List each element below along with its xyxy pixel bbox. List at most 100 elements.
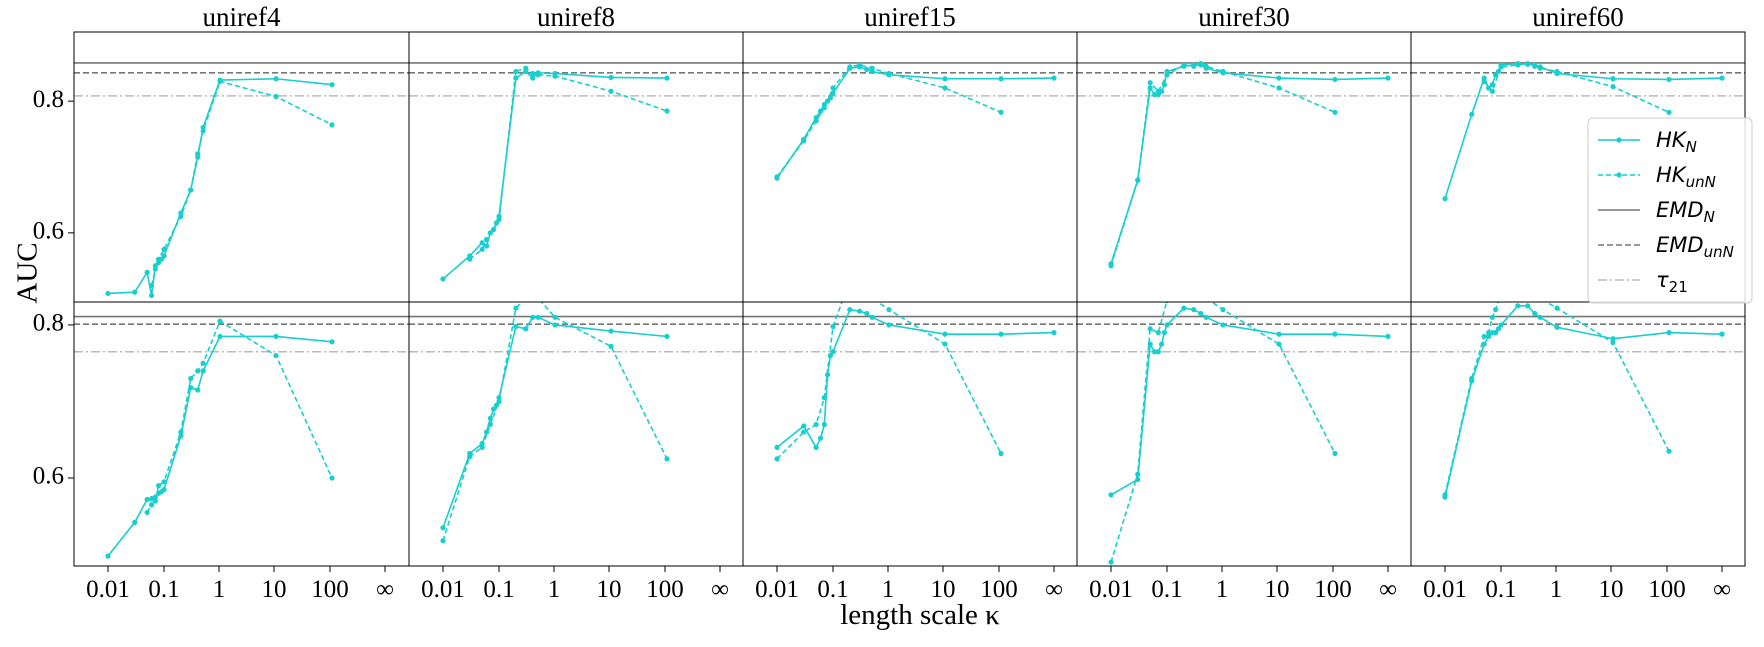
data-point xyxy=(144,269,150,275)
data-point xyxy=(513,323,519,330)
data-point xyxy=(483,236,490,243)
legend-label-base: τ xyxy=(1656,268,1669,292)
data-point xyxy=(1191,307,1197,313)
x-tick-label: 100 xyxy=(646,576,684,603)
data-point xyxy=(523,326,529,332)
data-point xyxy=(1220,307,1226,313)
data-point xyxy=(496,398,502,405)
data-point xyxy=(552,322,558,328)
x-tick-label: 1 xyxy=(213,576,226,603)
legend-entry-tau21: τ21 xyxy=(1598,268,1688,296)
data-point xyxy=(144,496,150,503)
data-point xyxy=(483,243,490,249)
data-point xyxy=(608,88,614,94)
data-point xyxy=(864,288,869,293)
legend-marker xyxy=(1616,137,1622,143)
data-point xyxy=(1489,88,1495,94)
x-tick-label: 0.01 xyxy=(86,576,130,603)
x-tick-label: 1 xyxy=(1550,576,1563,603)
data-point xyxy=(530,70,536,77)
legend-label-base: HK xyxy=(1656,128,1688,152)
data-point xyxy=(217,318,223,324)
x-tick-label: 10 xyxy=(931,576,956,603)
data-point xyxy=(1489,314,1495,320)
data-point xyxy=(830,90,836,96)
series-line xyxy=(146,319,333,513)
data-point xyxy=(273,76,279,82)
data-point xyxy=(155,256,162,262)
data-point xyxy=(535,314,541,320)
data-point xyxy=(998,109,1004,115)
data-point xyxy=(329,82,335,88)
data-point xyxy=(1610,76,1616,82)
x-tick-label: 100 xyxy=(980,576,1018,603)
data-point xyxy=(801,138,807,144)
data-point xyxy=(1147,80,1153,86)
data-point xyxy=(774,444,780,450)
data-point xyxy=(161,246,167,252)
series-line xyxy=(1110,62,1336,267)
data-point xyxy=(1525,61,1531,67)
data-point xyxy=(329,122,335,128)
x-tick-label: 1 xyxy=(548,576,561,603)
series-hk-unn xyxy=(144,318,335,516)
data-point xyxy=(1481,78,1487,84)
data-point xyxy=(1332,109,1338,115)
x-tick-label: 10 xyxy=(597,576,622,603)
data-point xyxy=(1151,91,1158,98)
data-point xyxy=(1332,331,1338,337)
data-point xyxy=(774,456,780,462)
data-point xyxy=(490,226,497,233)
data-point xyxy=(530,314,536,320)
data-point xyxy=(817,435,824,441)
data-point xyxy=(857,62,863,68)
data-point xyxy=(329,475,335,481)
series-hk-unn xyxy=(440,302,670,544)
legend-label-sub: unN xyxy=(1704,243,1734,261)
data-point xyxy=(1610,339,1616,346)
data-point xyxy=(1498,322,1504,328)
data-point xyxy=(487,415,493,421)
data-point xyxy=(857,283,862,288)
data-point xyxy=(148,282,155,289)
data-point xyxy=(195,151,201,157)
data-point xyxy=(1442,196,1448,202)
x-tick-label: 0.1 xyxy=(1485,576,1516,603)
data-point xyxy=(886,322,892,328)
data-point xyxy=(152,266,158,272)
data-point xyxy=(1332,76,1338,83)
data-point xyxy=(1554,305,1560,311)
data-point xyxy=(155,483,162,489)
y-tick-label: 0.6 xyxy=(33,218,64,245)
data-point xyxy=(1276,341,1282,347)
data-point xyxy=(942,331,948,337)
panel-9: 0.01 0.1 1 10 100 ∞ xyxy=(1076,301,1412,603)
data-point xyxy=(188,375,194,382)
data-point xyxy=(869,65,875,71)
x-tick-label: 10 xyxy=(1599,576,1624,603)
data-point xyxy=(496,217,502,223)
data-point xyxy=(217,78,223,84)
data-point xyxy=(1515,303,1521,309)
data-point xyxy=(1492,307,1499,313)
data-point xyxy=(1515,62,1521,68)
panel-title: uniref4 xyxy=(203,2,281,32)
series-hk-n xyxy=(105,333,335,559)
series-line xyxy=(1110,64,1389,265)
data-point xyxy=(161,486,167,493)
data-point xyxy=(1538,296,1543,301)
x-tick-label: 0.1 xyxy=(1151,576,1182,603)
panel-3: uniref15 xyxy=(742,2,1078,303)
data-point xyxy=(1385,75,1391,81)
panel-frame xyxy=(1076,301,1412,567)
data-point xyxy=(535,72,541,78)
data-point xyxy=(479,444,485,450)
data-point xyxy=(864,66,870,73)
x-tick-label: 0.1 xyxy=(817,576,848,603)
panel-title: uniref8 xyxy=(537,2,615,32)
series-hk-n xyxy=(774,64,1057,181)
data-point xyxy=(1155,349,1161,355)
data-point xyxy=(1108,559,1114,565)
series-line xyxy=(150,80,333,286)
data-point xyxy=(1158,341,1165,347)
